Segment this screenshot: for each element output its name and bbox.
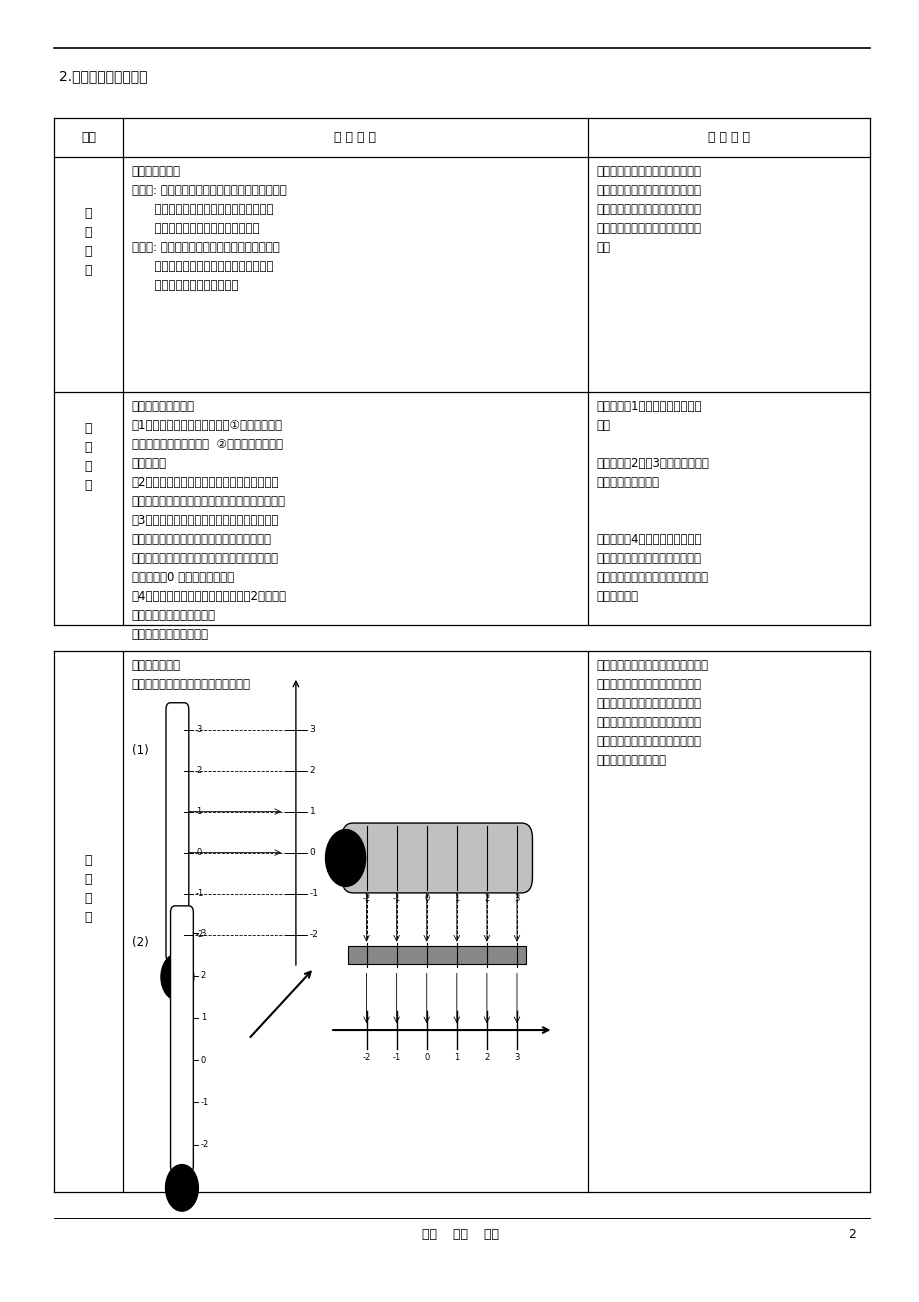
Text: -1: -1	[196, 889, 204, 898]
Text: 0: 0	[424, 894, 429, 904]
Circle shape	[165, 1164, 199, 1211]
Text: 3: 3	[514, 894, 519, 904]
Text: 讨
论
交
流: 讨 论 交 流	[85, 422, 92, 492]
Text: 0: 0	[424, 1053, 429, 1062]
Text: 2.建立模型、探索新知: 2.建立模型、探索新知	[59, 69, 147, 83]
Text: 2: 2	[483, 894, 489, 904]
Text: 观察上述画面思考：
（1）找基准，规定正负方向：①用正负数表示
情境一中的相反意义的量  ②说出情境二中正负
数的意义。
（2）以汽车站为基准，画出示意图，简明: 观察上述画面思考： （1）找基准，规定正负方向：①用正负数表示 情境一中的相反意…	[131, 400, 287, 641]
Text: -2: -2	[196, 930, 204, 939]
Text: 3: 3	[514, 1053, 519, 1062]
Text: -2: -2	[362, 1053, 370, 1062]
Text: -1: -1	[392, 894, 401, 904]
Text: 2: 2	[196, 766, 201, 775]
Text: 2: 2	[483, 1053, 489, 1062]
Text: 2: 2	[200, 971, 206, 980]
Text: 1: 1	[454, 1053, 459, 1062]
Text: 3: 3	[196, 725, 201, 734]
Text: 教 学 程 序: 教 学 程 序	[334, 132, 376, 145]
Text: 实
验
演
示: 实 验 演 示	[85, 854, 92, 924]
Text: -2: -2	[309, 930, 318, 939]
Text: (1): (1)	[131, 745, 148, 758]
Circle shape	[325, 829, 365, 887]
Text: (2): (2)	[131, 936, 148, 949]
Text: 1: 1	[454, 894, 459, 904]
Text: 爱心    用心    专心: 爱心 用心 专心	[421, 1228, 498, 1241]
Text: 问
题
情
境: 问 题 情 境	[85, 207, 92, 277]
FancyBboxPatch shape	[342, 823, 532, 893]
Circle shape	[161, 954, 194, 1000]
Text: -1: -1	[200, 1098, 209, 1107]
FancyBboxPatch shape	[170, 906, 193, 1172]
Text: 环节: 环节	[81, 132, 96, 145]
Text: 0: 0	[200, 1056, 206, 1065]
Text: 源于数学教学，从学生熟悉而又感
兴趣的实际生活出发，创设问题情
境，吸引学生的注意力，激发学生
学习的热情，调动学生学习的积极
性。: 源于数学教学，从学生熟悉而又感 兴趣的实际生活出发，创设问题情 境，吸引学生的注…	[596, 164, 701, 254]
Text: 0: 0	[309, 848, 315, 857]
Text: 设计问题（1）引导学生回忆有关
概念

设计问题（2）（3）在回顾旧知识
的过程中引出新问题


设计问题（4）通过学生观察、分
析、讨论、归纳，初步建立数轴的: 设计问题（1）引导学生回忆有关 概念 设计问题（2）（3）在回顾旧知识 的过程中…	[596, 400, 709, 603]
Text: 3: 3	[200, 928, 206, 937]
Text: 多媒体演示一：
情境一: 在一条东西向的马路上，有一个汽车站，
      从汽车站发出两辆出租车，分别向东、
      西方向开出，沿途经过几个站点。
情境: 多媒体演示一： 情境一: 在一条东西向的马路上，有一个汽车站， 从汽车站发出两辆…	[131, 164, 286, 292]
Text: 通过学生对直观图形的观察、实验，
与多媒体的完美演示，使学生发现
问题形象、具体，达到突破难点的
目的。这样既发挥了教师的主导作
用，又培养了学生的主体性与积极: 通过学生对直观图形的观察、实验， 与多媒体的完美演示，使学生发现 问题形象、具体…	[596, 659, 708, 767]
Text: 0: 0	[196, 848, 201, 857]
Text: -1: -1	[309, 889, 318, 898]
Text: 2: 2	[309, 766, 315, 775]
Text: 2: 2	[847, 1228, 855, 1241]
FancyBboxPatch shape	[165, 703, 188, 961]
Text: 1: 1	[200, 1013, 206, 1022]
Text: 多媒体演示二：
以温度计为例，展示数轴的形成过程：: 多媒体演示二： 以温度计为例，展示数轴的形成过程：	[131, 659, 251, 691]
Text: 1: 1	[196, 807, 201, 816]
Bar	[348, 947, 526, 963]
Text: -1: -1	[392, 1053, 401, 1062]
Text: -2: -2	[200, 1141, 209, 1150]
Text: -2: -2	[362, 894, 370, 904]
Text: 3: 3	[309, 725, 315, 734]
Text: 1: 1	[309, 807, 315, 816]
Text: 设 计 意 图: 设 计 意 图	[708, 132, 749, 145]
